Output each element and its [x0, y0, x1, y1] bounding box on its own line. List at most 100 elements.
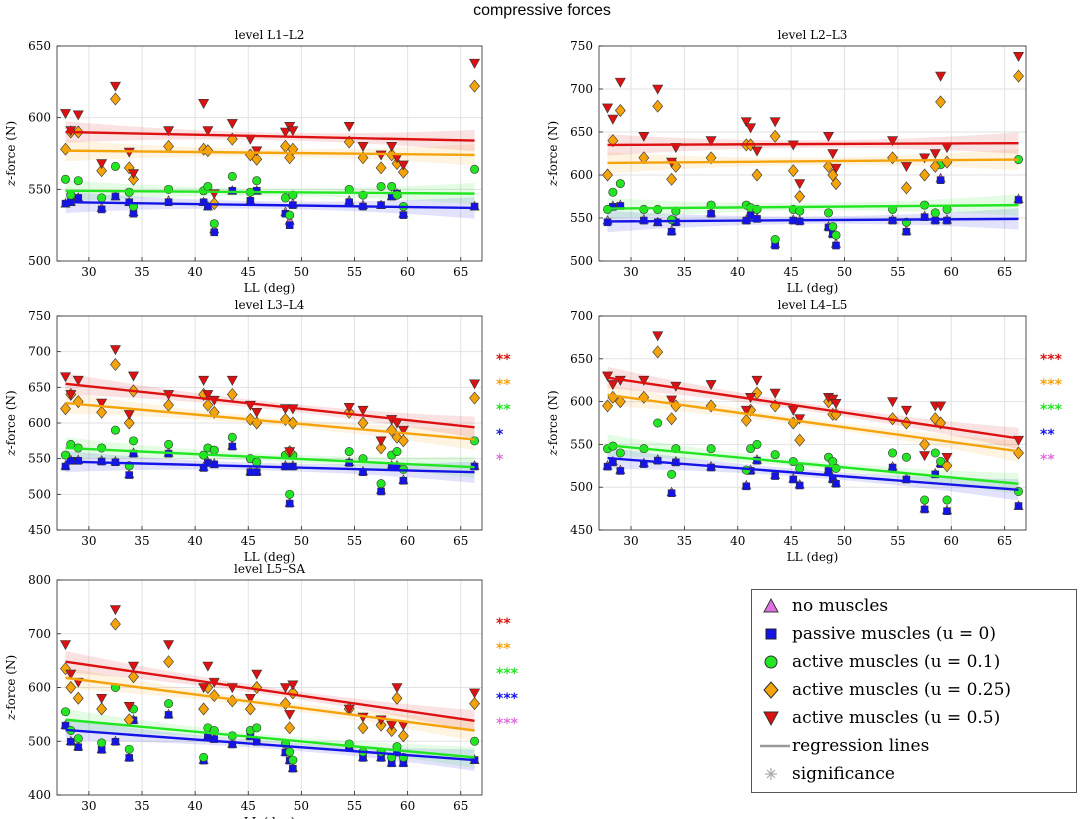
- data-point: [667, 469, 677, 479]
- data-point: [128, 670, 139, 684]
- chart-panel-l3-l4: 30 35 40 45 50 55 60 65 450 500 550 600 650 700 750 lev…: [4, 298, 511, 564]
- x-tick-label: 30: [81, 534, 96, 548]
- data-point: [60, 707, 70, 717]
- x-axis-label: LL (deg): [787, 550, 839, 564]
- significance-stars-active-muscles-u-0-1: ***: [1040, 402, 1063, 418]
- x-tick-label: 65: [453, 799, 468, 813]
- data-point: [769, 388, 781, 399]
- data-point: [751, 168, 763, 182]
- data-point: [198, 99, 210, 109]
- data-point: [667, 489, 676, 497]
- data-point: [72, 691, 84, 705]
- y-axis-label: z-force (N): [4, 121, 18, 187]
- data-point: [164, 439, 174, 449]
- data-point: [109, 345, 121, 356]
- x-tick-label: 35: [677, 265, 692, 279]
- data-point: [929, 159, 941, 173]
- data-point: [470, 202, 479, 211]
- data-point: [746, 211, 755, 220]
- data-point: [252, 176, 262, 186]
- data-point: [284, 447, 296, 458]
- data-point: [59, 372, 72, 383]
- data-point: [61, 721, 70, 730]
- data-point: [614, 104, 626, 117]
- data-point: [246, 468, 255, 477]
- x-axis-label: LL (deg): [244, 815, 296, 819]
- diamond-marker-icon: [763, 681, 779, 699]
- data-point: [705, 380, 717, 391]
- y-axis-label: z-force (N): [546, 390, 560, 456]
- data-point: [251, 669, 263, 680]
- data-point: [285, 210, 295, 220]
- data-point: [824, 208, 834, 218]
- chart-panel-l5-sa: 30 35 40 45 50 55 60 65 400 500 600 700 800 level L5–…: [4, 562, 519, 819]
- data-point: [900, 162, 912, 173]
- data-point: [602, 168, 613, 182]
- data-point: [252, 723, 262, 733]
- data-point: [832, 479, 840, 488]
- data-point: [935, 401, 947, 412]
- x-tick-label: 65: [453, 534, 468, 548]
- data-point: [831, 230, 841, 240]
- data-point: [638, 132, 650, 142]
- data-point: [226, 119, 238, 130]
- significance-stars-passive-muscles-u-0: **: [1040, 427, 1055, 443]
- legend-label: no muscles: [792, 596, 889, 616]
- legend-item-active-u025: active muscles (u = 0.25): [760, 676, 1011, 704]
- data-point: [399, 211, 408, 219]
- data-point: [770, 235, 780, 245]
- y-tick-label: 500: [28, 254, 51, 268]
- data-point: [391, 683, 403, 694]
- data-point: [110, 425, 120, 435]
- data-point: [941, 459, 953, 473]
- data-point: [397, 434, 409, 448]
- data-point: [127, 661, 140, 672]
- data-point: [65, 390, 77, 401]
- data-point: [285, 221, 294, 229]
- significance-stars-active-muscles-u-0-25: **: [496, 641, 511, 657]
- data-point: [920, 495, 930, 505]
- data-point: [110, 358, 121, 371]
- data-point: [287, 126, 299, 137]
- x-axis-label: LL (deg): [787, 281, 839, 295]
- data-point: [357, 142, 369, 152]
- data-point: [745, 123, 757, 134]
- data-point: [343, 121, 355, 132]
- data-point: [123, 410, 135, 421]
- significance-stars-active-muscles-u-0-5: ***: [1040, 352, 1063, 368]
- data-point: [123, 416, 135, 430]
- data-point: [470, 436, 480, 446]
- data-point: [930, 448, 940, 458]
- data-point: [469, 697, 480, 711]
- y-tick-label: 650: [570, 352, 593, 366]
- data-point: [935, 95, 946, 109]
- panel-title: level L2–L3: [778, 28, 848, 42]
- figure-title: compressive forces: [473, 2, 611, 19]
- data-point: [65, 681, 77, 694]
- data-point: [900, 405, 912, 416]
- data-point: [97, 746, 106, 754]
- y-tick-label: 600: [570, 168, 593, 182]
- data-point: [602, 371, 614, 382]
- data-point: [59, 640, 72, 651]
- data-point: [795, 206, 805, 216]
- x-tick-label: 60: [400, 534, 415, 548]
- data-point: [228, 442, 237, 451]
- data-point: [285, 499, 294, 508]
- legend-item-active-u05: active muscles (u = 0.5): [760, 704, 1000, 732]
- data-point: [209, 445, 219, 455]
- x-tick-label: 45: [241, 534, 256, 548]
- data-point: [830, 399, 842, 409]
- data-point: [752, 439, 762, 449]
- data-point: [375, 161, 387, 175]
- data-point: [61, 462, 70, 471]
- data-point: [202, 144, 214, 158]
- x-tick-label: 50: [837, 534, 852, 548]
- data-point: [202, 661, 214, 672]
- data-point: [252, 468, 261, 477]
- data-point: [208, 689, 220, 703]
- data-point: [607, 380, 619, 391]
- data-point: [210, 735, 219, 743]
- data-point: [111, 737, 120, 746]
- data-point: [935, 71, 947, 82]
